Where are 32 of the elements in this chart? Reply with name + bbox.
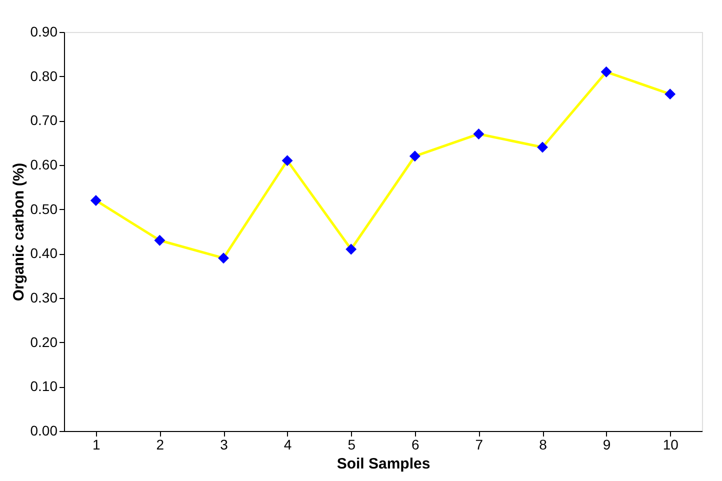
y-axis-title: Organic carbon (%) — [10, 162, 28, 302]
x-tick-label: 10 — [662, 436, 679, 452]
point — [154, 234, 166, 246]
point — [537, 142, 548, 153]
x-tick-label: 8 — [539, 436, 548, 452]
y-tick-label: 0.70 — [30, 112, 58, 128]
point — [664, 88, 676, 100]
x-tick-label: 7 — [475, 436, 484, 452]
y-tick-label: 0.90 — [30, 24, 58, 40]
y-tick-label: 0.10 — [30, 378, 58, 394]
y-tick-label: 0.30 — [30, 290, 58, 306]
point — [600, 66, 612, 78]
y-tick-label: 0.00 — [30, 422, 58, 438]
x-tick-label: 5 — [348, 436, 356, 452]
x-tick-label: 9 — [602, 436, 611, 452]
x-tick-label: 2 — [156, 436, 164, 452]
point — [473, 128, 484, 140]
x-tick-label: 1 — [92, 436, 100, 452]
point — [409, 150, 420, 162]
point — [346, 244, 357, 255]
x-axis-title: Soil Samples — [336, 456, 430, 472]
point — [218, 252, 229, 264]
x-tick-label: 6 — [412, 436, 420, 452]
y-tick-label: 0.50 — [30, 200, 58, 217]
y-tick-label: 0.60 — [30, 156, 58, 172]
y-tick-label: 0.40 — [30, 245, 58, 262]
x-tick-label: 4 — [284, 436, 292, 452]
y-tick-label: 0.20 — [30, 334, 58, 350]
point — [90, 194, 102, 206]
x-tick-label: 3 — [220, 436, 228, 452]
point — [282, 155, 293, 166]
y-tick-label: 0.80 — [30, 68, 58, 84]
